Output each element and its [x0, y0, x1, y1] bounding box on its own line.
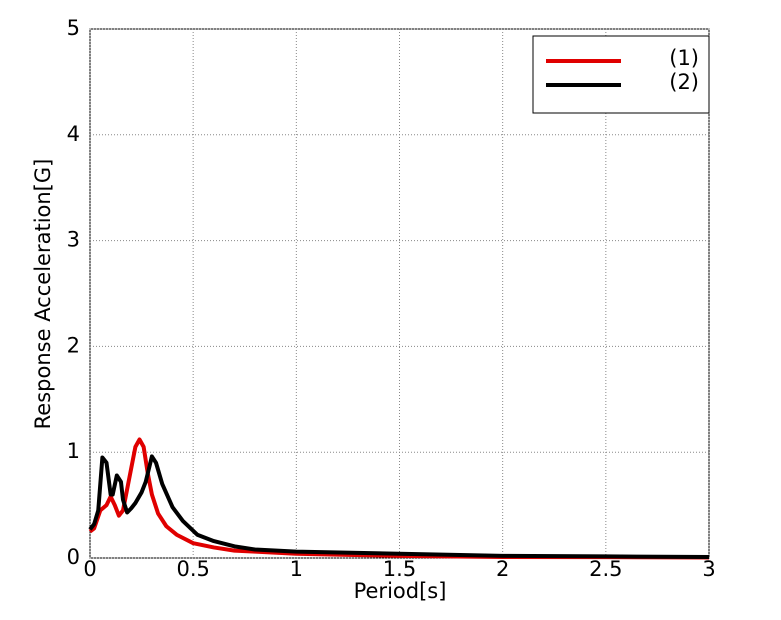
legend-label: (1): [669, 46, 699, 70]
y-tick-label: 2: [67, 333, 80, 357]
x-tick-label: 3: [702, 557, 715, 581]
y-axis-label: Response Acceleration[G]: [31, 159, 55, 430]
x-tick-label: 2: [496, 557, 509, 581]
x-tick-label: 1.5: [383, 557, 416, 581]
legend-box: [532, 35, 710, 114]
x-tick-label: 0.5: [176, 557, 209, 581]
x-tick-label: 0: [83, 557, 96, 581]
legend-label: (2): [669, 70, 699, 94]
series-line: [88, 454, 710, 559]
series-line: [88, 437, 710, 560]
y-tick-label: 3: [67, 228, 80, 252]
y-tick-label: 4: [67, 122, 80, 146]
y-tick-label: 5: [67, 16, 80, 40]
x-tick-label: 2.5: [589, 557, 622, 581]
x-axis-label: Period[s]: [354, 579, 447, 603]
y-tick-label: 1: [67, 439, 80, 463]
y-tick-label: 0: [67, 545, 80, 569]
x-tick-label: 1: [290, 557, 303, 581]
